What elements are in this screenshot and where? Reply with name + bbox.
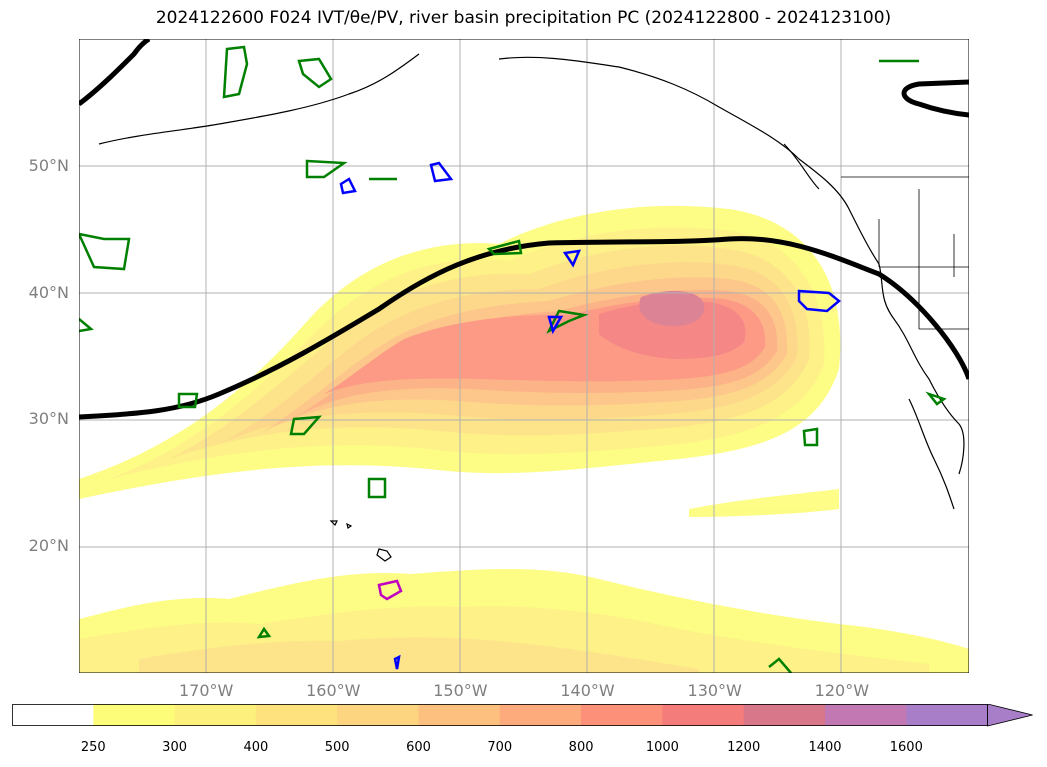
ivt-level-1200	[639, 290, 705, 327]
latitude-label: 40°N	[28, 282, 69, 302]
colorbar-segment	[93, 704, 176, 726]
latitude-label: 30°N	[28, 409, 69, 429]
colorbar-tick-label: 500	[324, 740, 350, 755]
colorbar-segment	[499, 704, 582, 726]
colorbar-segment	[825, 704, 907, 726]
colorbar-tick-label: 700	[487, 740, 513, 755]
colorbar-outline	[12, 704, 988, 726]
longitude-label: 140°W	[560, 681, 615, 700]
pv-contours	[79, 45, 947, 673]
pv-contour-purple	[377, 579, 403, 601]
longitude-label: 120°W	[814, 681, 870, 700]
colorbar-tick-label: 1400	[808, 740, 842, 755]
latitude-label: 20°N	[28, 536, 69, 556]
colorbar-tick-label: 300	[162, 740, 187, 755]
pv-contours-blue	[339, 161, 841, 670]
latitude-label: 50°N	[28, 155, 69, 175]
border-lines	[841, 176, 969, 330]
colorbar-segment	[12, 704, 94, 726]
theta-e-contour-north	[79, 39, 969, 118]
theta-e-contour	[79, 236, 969, 420]
map-panel	[79, 39, 969, 673]
hawaii-islands	[329, 520, 392, 562]
colorbar-extend-arrow	[987, 704, 1033, 727]
colorbar-segment	[906, 704, 989, 726]
longitude-label: 170°W	[178, 681, 234, 700]
longitude-label: 130°W	[687, 681, 742, 700]
colorbar-tick-label: 1000	[645, 740, 679, 755]
colorbar-tick-label: 250	[80, 740, 106, 755]
colorbar-segment	[418, 704, 501, 726]
colorbar-segment	[255, 704, 338, 726]
west-coast	[783, 143, 965, 510]
colorbar	[12, 704, 1033, 727]
alaska-coast	[98, 53, 880, 265]
ivt-level-1000	[599, 300, 746, 359]
colorbar-tick-label: 1200	[727, 740, 761, 755]
colorbar-segment	[337, 704, 419, 726]
colorbar-tick-label: 400	[243, 740, 269, 755]
colorbar-segment	[581, 704, 663, 726]
colorbar-segment	[743, 704, 826, 726]
longitude-label: 160°W	[306, 681, 361, 700]
colorbar-tick-label: 800	[568, 740, 594, 755]
colorbar-segment	[174, 704, 257, 726]
map-title: 2024122600 F024 IVT/θe/PV, river basin p…	[155, 8, 892, 28]
coastlines	[98, 53, 969, 562]
longitude-label: 150°W	[433, 681, 488, 700]
colorbar-segment	[662, 704, 745, 726]
colorbar-tick-label: 600	[406, 740, 431, 755]
colorbar-tick-label: 1600	[889, 740, 923, 755]
ivt-southern-band	[79, 489, 969, 673]
